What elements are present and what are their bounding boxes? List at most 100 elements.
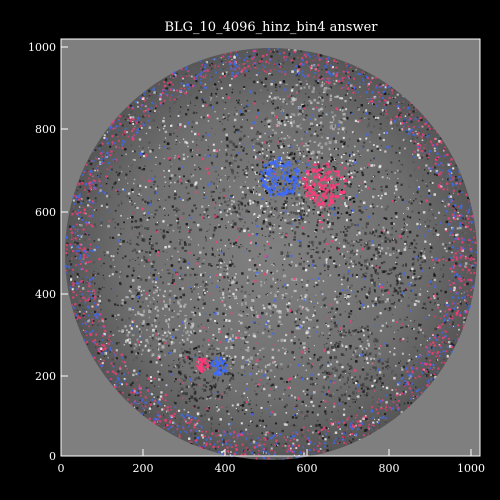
magnetogram-pixel: [327, 361, 329, 364]
magnetogram-pixel: [245, 209, 248, 213]
magnetogram-pixel: [80, 235, 83, 238]
magnetogram-pixel: [136, 294, 138, 296]
magnetogram-pixel: [341, 140, 344, 143]
magnetogram-pixel: [322, 208, 324, 211]
magnetogram-pixel: [206, 398, 208, 400]
magnetogram-pixel: [381, 109, 384, 112]
magnetogram-pixel: [178, 358, 180, 360]
magnetogram-pixel: [203, 302, 206, 305]
magnetogram-pixel: [149, 308, 152, 311]
magnetogram-pixel: [266, 179, 269, 182]
magnetogram-pixel: [419, 132, 422, 135]
magnetogram-pixel: [254, 390, 256, 392]
magnetogram-pixel: [413, 273, 415, 275]
magnetogram-pixel: [302, 198, 305, 201]
magnetogram-pixel: [186, 178, 188, 179]
magnetogram-pixel: [349, 164, 352, 167]
magnetogram-pixel: [326, 337, 330, 340]
magnetogram-pixel: [195, 112, 198, 114]
magnetogram-pixel: [156, 314, 159, 317]
magnetogram-pixel: [225, 225, 227, 226]
magnetogram-pixel: [253, 314, 256, 317]
magnetogram-pixel: [356, 241, 361, 243]
magnetogram-pixel: [367, 167, 369, 169]
magnetogram-pixel: [375, 167, 378, 169]
magnetogram-pixel: [343, 177, 345, 180]
magnetogram-pixel: [313, 241, 315, 243]
magnetogram-pixel: [144, 345, 147, 347]
magnetogram-pixel: [177, 390, 180, 393]
magnetogram-pixel: [330, 105, 332, 107]
magnetogram-pixel: [370, 406, 371, 408]
magnetogram-pixel: [436, 166, 438, 168]
magnetogram-pixel: [429, 243, 431, 245]
magnetogram-pixel: [202, 258, 204, 259]
magnetogram-pixel: [306, 189, 308, 191]
magnetogram-pixel: [87, 279, 89, 281]
magnetogram-pixel: [343, 238, 347, 242]
magnetogram-pixel: [277, 349, 280, 352]
magnetogram-pixel: [356, 249, 359, 252]
magnetogram-pixel: [248, 110, 250, 112]
magnetogram-pixel: [243, 114, 246, 116]
magnetogram-pixel: [244, 204, 247, 207]
magnetogram-pixel: [225, 214, 228, 217]
magnetogram-pixel: [387, 300, 389, 302]
magnetogram-pixel: [233, 276, 236, 279]
magnetogram-pixel: [425, 357, 428, 360]
magnetogram-pixel: [135, 289, 137, 292]
magnetogram-pixel: [374, 337, 377, 341]
magnetogram-pixel: [215, 186, 217, 190]
magnetogram-pixel: [359, 239, 363, 241]
magnetogram-pixel: [252, 80, 256, 84]
magnetogram-pixel: [171, 341, 175, 344]
magnetogram-pixel: [436, 292, 439, 295]
magnetogram-pixel: [156, 292, 158, 294]
magnetogram-pixel: [199, 117, 201, 119]
magnetogram-pixel: [409, 382, 412, 384]
magnetogram-pixel: [171, 278, 175, 282]
magnetogram-pixel: [250, 400, 251, 402]
magnetogram-pixel: [111, 314, 114, 318]
magnetogram-pixel: [362, 385, 365, 388]
magnetogram-pixel: [223, 270, 225, 272]
magnetogram-pixel: [422, 345, 423, 347]
magnetogram-pixel: [378, 254, 382, 258]
magnetogram-pixel: [464, 226, 467, 228]
magnetogram-pixel: [293, 236, 296, 239]
magnetogram-pixel: [307, 142, 310, 145]
magnetogram-pixel: [228, 385, 231, 388]
magnetogram-pixel: [170, 343, 173, 345]
magnetogram-pixel: [278, 215, 280, 217]
magnetogram-pixel: [289, 94, 292, 97]
magnetogram-pixel: [349, 99, 352, 101]
magnetogram-pixel: [91, 305, 94, 308]
magnetogram-pixel: [339, 296, 340, 297]
magnetogram-pixel: [153, 328, 156, 332]
magnetogram-pixel: [315, 325, 317, 327]
magnetogram-pixel: [216, 96, 218, 98]
magnetogram-pixel: [452, 309, 454, 312]
magnetogram-pixel: [382, 226, 385, 229]
magnetogram-pixel: [297, 79, 300, 82]
magnetogram-pixel: [231, 374, 235, 377]
magnetogram-pixel: [154, 249, 158, 253]
magnetogram-pixel: [216, 312, 220, 315]
magnetogram-pixel: [248, 293, 251, 296]
magnetogram-pixel: [305, 316, 308, 319]
magnetogram-pixel: [453, 198, 455, 200]
magnetogram-pixel: [177, 208, 180, 211]
magnetogram-pixel: [270, 384, 273, 387]
magnetogram-pixel: [294, 160, 296, 162]
magnetogram-pixel: [222, 63, 224, 66]
magnetogram-pixel: [152, 297, 154, 299]
magnetogram-pixel: [136, 236, 139, 239]
magnetogram-pixel: [271, 329, 273, 330]
magnetogram-pixel: [141, 238, 145, 242]
magnetogram-pixel: [220, 176, 222, 177]
magnetogram-pixel: [421, 261, 424, 263]
magnetogram-pixel: [126, 131, 128, 134]
magnetogram-pixel: [411, 104, 413, 106]
magnetogram-pixel: [381, 83, 384, 85]
magnetogram-pixel: [312, 107, 315, 110]
